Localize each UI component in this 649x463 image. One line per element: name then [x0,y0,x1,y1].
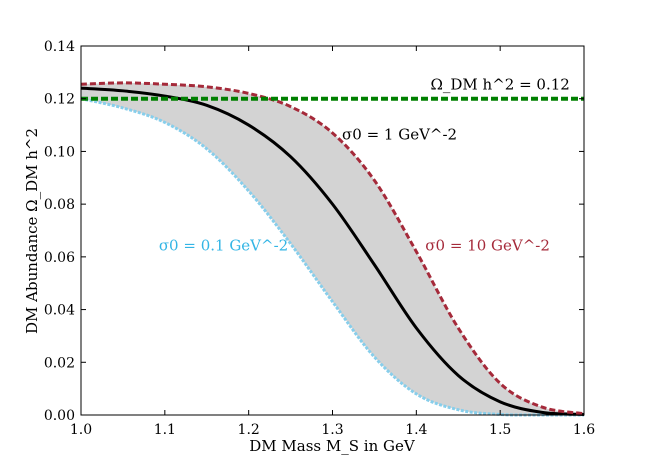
x-tick-label: 1.5 [489,422,511,438]
series-line-sigma-0.1 [80,97,585,417]
series-line-sigma-1 [80,86,585,416]
annotation-s10: σ0 = 10 GeV^-2 [425,236,550,254]
x-tick-label: 1.1 [154,422,176,438]
annotations: Ω_DM h^2 = 0.12 σ0 = 1 GeV^-2 σ0 = 0.1 GeV… [159,75,570,254]
x-tick-label: 1.2 [238,422,260,438]
y-tick-label: 0.02 [44,355,75,371]
y-tick-label: 0.12 [44,92,75,108]
x-tick-label: 1.6 [573,422,595,438]
y-tick-label: 0.10 [44,144,75,160]
y-axis-title: DM Abundance Ω_DM h^2 [23,128,41,334]
annotation-s1: σ0 = 1 GeV^-2 [342,126,457,144]
x-tick-label: 1.3 [321,422,343,438]
y-tick-label: 0.00 [44,408,75,424]
series-line-sigma-10 [80,81,585,416]
y-tick-label: 0.06 [44,250,75,266]
y-tick-label: 0.08 [44,197,75,213]
x-tick-label: 1.0 [70,422,92,438]
y-tick-label: 0.04 [44,303,75,319]
y-tick-label: 0.14 [44,39,75,55]
x-tick-label: 1.4 [405,422,427,438]
axis-titles: DM Mass M_S in GeV DM Abundance Ω_DM h^2 [23,128,416,455]
axis-ticks: 1.0 1.1 1.2 1.3 1.4 1.5 1.6 0.00 0.02 0.04 0.06 0.0… [44,39,595,438]
annotation-s01: σ0 = 0.1 GeV^-2 [159,236,288,254]
plot-area [80,81,585,417]
sigma-band-fill [81,82,584,416]
x-axis-title: DM Mass M_S in GeV [249,437,416,455]
annotation-omega: Ω_DM h^2 = 0.12 [430,75,569,93]
